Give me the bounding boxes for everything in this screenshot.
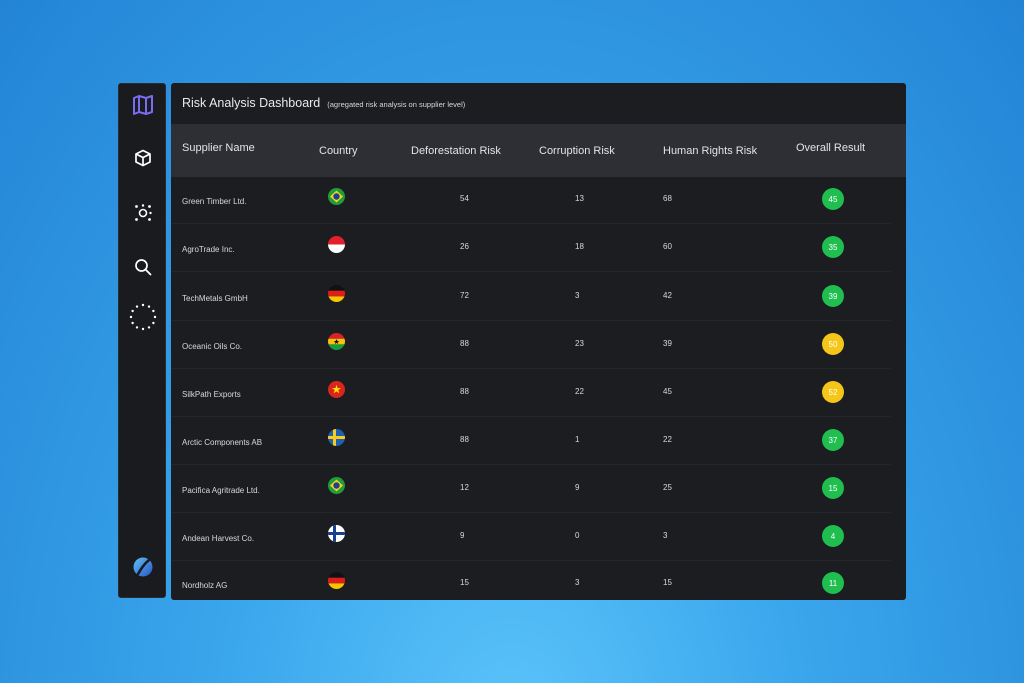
- deforestation-risk-value: 54: [460, 194, 469, 203]
- network-icon[interactable]: [119, 198, 167, 228]
- ghana-flag-icon: [328, 333, 345, 350]
- eu-stars-icon[interactable]: [119, 302, 167, 332]
- corruption-risk-value: 3: [575, 578, 580, 587]
- table-row[interactable]: Oceanic Oils Co. 88 23 39 50: [171, 322, 891, 369]
- corruption-risk-value: 18: [575, 242, 584, 251]
- indonesia-flag-icon: [328, 236, 345, 253]
- finland-flag-icon: [328, 525, 345, 542]
- corruption-risk-value: 0: [575, 531, 580, 540]
- column-human-rights-risk[interactable]: Human Rights Risk: [663, 145, 758, 157]
- table-row[interactable]: TechMetals GmbH 72 3 42 39: [171, 274, 891, 321]
- corruption-risk-value: 9: [575, 483, 580, 492]
- column-supplier-name[interactable]: Supplier Name: [182, 142, 255, 154]
- overall-result-badge: 39: [822, 285, 844, 307]
- cube-icon[interactable]: [119, 143, 167, 173]
- supplier-name: Andean Harvest Co.: [182, 534, 255, 543]
- overall-result-badge: 37: [822, 429, 844, 451]
- human-rights-risk-value: 3: [663, 531, 668, 540]
- overall-result-badge: 35: [822, 236, 844, 258]
- brazil-flag-icon: [328, 477, 345, 494]
- supplier-name: Oceanic Oils Co.: [182, 342, 243, 351]
- human-rights-risk-value: 22: [663, 435, 672, 444]
- search-icon[interactable]: [119, 252, 167, 282]
- supplier-name: AgroTrade Inc.: [182, 245, 235, 254]
- corruption-risk-value: 22: [575, 387, 584, 396]
- sweden-flag-icon: [328, 429, 345, 446]
- table-row[interactable]: Andean Harvest Co. 9 0 3 4: [171, 514, 891, 561]
- overall-result-badge: 15: [822, 477, 844, 499]
- corruption-risk-value: 1: [575, 435, 580, 444]
- dashboard-title: Risk Analysis Dashboard: [182, 96, 321, 110]
- table-row[interactable]: Nordholz AG 15 3 15 11: [171, 561, 891, 600]
- globe-logo-icon[interactable]: [119, 552, 167, 582]
- overall-result-badge: 50: [822, 333, 844, 355]
- deforestation-risk-value: 88: [460, 435, 469, 444]
- table-row[interactable]: Pacifica Agritrade Ltd. 12 9 25 15: [171, 466, 891, 513]
- map-icon[interactable]: [119, 90, 167, 120]
- column-country[interactable]: Country: [319, 145, 358, 157]
- supplier-name: Nordholz AG: [182, 581, 228, 590]
- deforestation-risk-value: 12: [460, 483, 469, 492]
- brazil-flag-icon: [328, 188, 345, 205]
- table-row[interactable]: Green Timber Ltd. 54 13 68 45: [171, 177, 891, 224]
- overall-result-badge: 52: [822, 381, 844, 403]
- germany-flag-icon: [328, 285, 345, 302]
- human-rights-risk-value: 60: [663, 242, 672, 251]
- corruption-risk-value: 23: [575, 339, 584, 348]
- deforestation-risk-value: 72: [460, 291, 469, 300]
- human-rights-risk-value: 25: [663, 483, 672, 492]
- risk-dashboard-panel: Risk Analysis Dashboard (agregated risk …: [171, 83, 906, 600]
- human-rights-risk-value: 39: [663, 339, 672, 348]
- table-row[interactable]: Arctic Components AB 88 1 22 37: [171, 418, 891, 465]
- human-rights-risk-value: 45: [663, 387, 672, 396]
- human-rights-risk-value: 68: [663, 194, 672, 203]
- overall-result-badge: 45: [822, 188, 844, 210]
- human-rights-risk-value: 15: [663, 578, 672, 587]
- corruption-risk-value: 13: [575, 194, 584, 203]
- vietnam-flag-icon: [328, 381, 345, 398]
- supplier-name: SilkPath Exports: [182, 390, 241, 399]
- supplier-name: Pacifica Agritrade Ltd.: [182, 486, 260, 495]
- supplier-name: Arctic Components AB: [182, 438, 263, 447]
- human-rights-risk-value: 42: [663, 291, 672, 300]
- page-title: Risk Analysis Dashboard (agregated risk …: [182, 96, 465, 110]
- table-row[interactable]: AgroTrade Inc. 26 18 60 35: [171, 225, 891, 272]
- table-row[interactable]: SilkPath Exports 88 22 45 52: [171, 370, 891, 417]
- column-overall-result[interactable]: Overall Result: [796, 142, 866, 154]
- supplier-name: TechMetals GmbH: [182, 294, 248, 303]
- table-header: Supplier Name Country Deforestation Risk…: [171, 124, 906, 177]
- dashboard-subtitle: (agregated risk analysis on supplier lev…: [327, 100, 466, 109]
- corruption-risk-value: 3: [575, 291, 580, 300]
- germany-flag-icon: [328, 572, 345, 589]
- overall-result-badge: 4: [822, 525, 844, 547]
- deforestation-risk-value: 9: [460, 531, 465, 540]
- deforestation-risk-value: 26: [460, 242, 469, 251]
- supplier-name: Green Timber Ltd.: [182, 197, 247, 206]
- deforestation-risk-value: 88: [460, 339, 469, 348]
- overall-result-badge: 11: [822, 572, 844, 594]
- sidebar: [118, 83, 166, 598]
- column-corruption-risk[interactable]: Corruption Risk: [539, 145, 615, 157]
- deforestation-risk-value: 88: [460, 387, 469, 396]
- deforestation-risk-value: 15: [460, 578, 469, 587]
- column-deforestation-risk[interactable]: Deforestation Risk: [411, 145, 501, 157]
